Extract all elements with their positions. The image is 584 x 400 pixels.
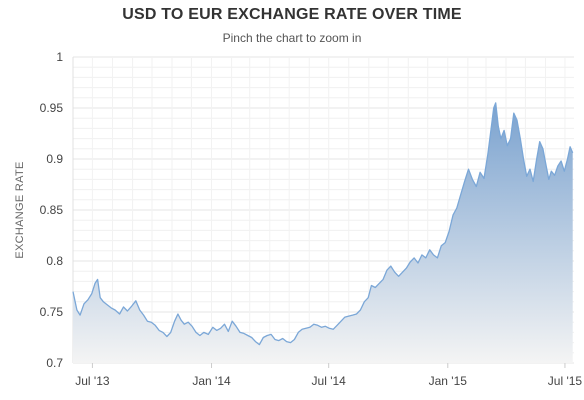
series-area-fill	[73, 102, 573, 364]
y-tick-label: 0.7	[46, 356, 63, 370]
y-tick-label: 0.8	[46, 254, 63, 268]
x-tick-label: Jan '14	[192, 374, 231, 388]
series-line	[72, 102, 574, 346]
chart-subtitle: Pinch the chart to zoom in	[222, 31, 362, 45]
x-axis: Jul '13 Jan '14 Jul '14 Jan '15 Jul '15	[75, 363, 582, 388]
series-area	[72, 102, 574, 364]
x-tick-label: Jul '13	[75, 374, 110, 388]
x-tick-label: Jul '15	[548, 374, 583, 388]
y-tick-label: 0.9	[46, 152, 63, 166]
x-tick-label: Jan '15	[429, 374, 468, 388]
chart-title: USD TO EUR EXCHANGE RATE OVER TIME	[122, 6, 462, 23]
y-tick-label: 0.95	[40, 101, 64, 115]
y-tick-label: 0.75	[40, 305, 64, 319]
y-axis-label: EXCHANGE RATE	[14, 161, 26, 258]
y-axis: 0.7 0.75 0.8 0.85 0.9 0.95 1	[40, 50, 64, 370]
y-tick-label: 0.85	[40, 203, 64, 217]
x-tick-label: Jul '14	[312, 374, 347, 388]
y-tick-label: 1	[56, 50, 63, 64]
